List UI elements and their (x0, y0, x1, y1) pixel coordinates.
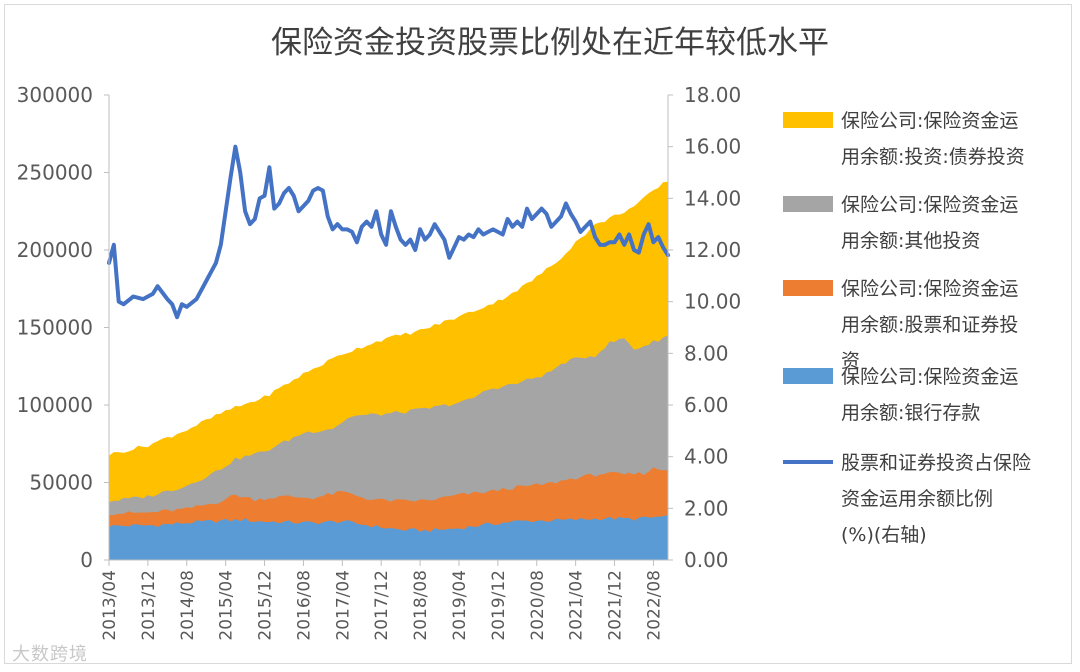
x-tick-label: 2021/12 (606, 570, 626, 641)
legend-label-3: 用余额:投资:债券投资 (841, 146, 1025, 168)
x-tick-label: 2018/08 (411, 570, 431, 641)
legend-label-2: 用余额:其他投资 (841, 230, 980, 252)
left-tick-label: 0 (80, 548, 93, 572)
x-tick-label: 2015/04 (217, 570, 237, 641)
ratio-line-layer (107, 144, 670, 320)
x-tick-label: 2021/04 (567, 570, 587, 641)
right-tick-label: 4.00 (684, 445, 729, 469)
legend-label-1: 用余额:股票和证券投 (841, 314, 1018, 336)
right-tick-label: 6.00 (684, 393, 729, 417)
left-tick-label: 150000 (17, 316, 93, 340)
axes: 0 50000 100000 150000 200000 250000 300000 0.00… (17, 83, 742, 641)
x-tick-label: 2016/08 (294, 570, 314, 641)
legend-label-1: 资 (841, 350, 860, 372)
x-tick-label: 2017/04 (333, 570, 353, 641)
watermark: 大数跨境 (12, 644, 88, 665)
legend-swatch-0 (783, 368, 833, 384)
legend-swatch-3 (783, 112, 833, 128)
left-tick-label: 50000 (29, 471, 93, 495)
legend-label-4: 股票和证券投资占保险 (841, 452, 1031, 474)
stacked-areas (109, 181, 668, 560)
ratio-line (107, 144, 670, 320)
right-tick-label: 14.00 (684, 186, 741, 210)
chart-title: 保险资金投资股票比例处在近年较低水平 (271, 25, 829, 61)
x-tick-label: 2013/12 (139, 570, 159, 641)
legend-label-1: 保险公司:保险资金运 (841, 278, 1018, 300)
legend-label-2: 保险公司:保险资金运 (841, 194, 1018, 216)
right-tick-label: 12.00 (684, 238, 741, 262)
area-series-0 (109, 514, 668, 560)
chart-frame: 保险资金投资股票比例处在近年较低水平 0 50000 100000 150000 200… (4, 4, 1072, 664)
left-tick-label: 100000 (17, 393, 93, 417)
legend-swatch-1 (783, 280, 833, 296)
x-tick-label: 2014/08 (178, 570, 198, 641)
chart-svg: 保险资金投资股票比例处在近年较低水平 0 50000 100000 150000 200… (17, 25, 1031, 641)
left-tick-label: 200000 (17, 238, 93, 262)
x-tick-label: 2019/04 (450, 570, 470, 641)
right-tick-label: 16.00 (684, 135, 741, 159)
legend-label-3: 保险公司:保险资金运 (841, 110, 1018, 132)
left-tick-label: 300000 (17, 83, 93, 107)
x-tick-label: 2015/12 (256, 570, 276, 641)
right-tick-label: 2.00 (684, 496, 729, 520)
right-tick-label: 18.00 (684, 83, 741, 107)
x-tick-label: 2013/04 (100, 570, 120, 641)
x-tick-label: 2017/12 (372, 570, 392, 641)
x-tick-label: 2020/08 (528, 570, 548, 641)
x-tick-label: 2019/12 (489, 570, 509, 641)
legend-label-4: 资金运用余额比例 (841, 488, 993, 510)
right-tick-label: 10.00 (684, 290, 741, 314)
legend-label-0: 用余额:银行存款 (841, 402, 980, 424)
legend-label-0: 保险公司:保险资金运 (841, 366, 1018, 388)
legend-label-4: (%)(右轴) (841, 524, 927, 546)
legend-swatch-2 (783, 196, 833, 212)
right-tick-label: 0.00 (684, 548, 729, 572)
legend: 保险公司:保险资金运用余额:投资:债券投资保险公司:保险资金运用余额:其他投资保… (783, 110, 1031, 546)
right-tick-label: 8.00 (684, 341, 729, 365)
left-tick-label: 250000 (17, 161, 93, 185)
x-tick-label: 2022/08 (644, 570, 664, 641)
